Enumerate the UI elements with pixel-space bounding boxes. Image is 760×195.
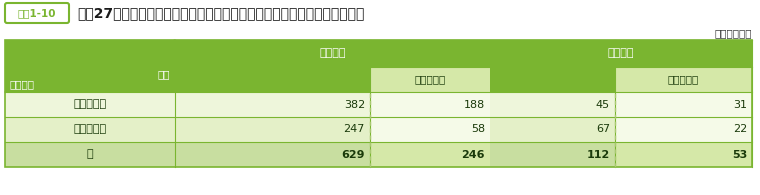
Text: 航空情報科: 航空情報科 (74, 99, 106, 110)
Text: 航空電子科: 航空電子科 (74, 124, 106, 135)
Text: 188: 188 (464, 99, 485, 110)
Text: 合格者数: 合格者数 (608, 49, 635, 58)
Text: 項目: 項目 (157, 69, 170, 80)
Bar (615, 67, 752, 92)
Text: 計: 計 (87, 150, 93, 160)
Bar (370, 142, 490, 167)
Bar (5, 67, 752, 92)
Bar (5, 40, 752, 167)
FancyBboxPatch shape (5, 3, 69, 23)
Text: 382: 382 (344, 99, 365, 110)
Text: 資料1-10: 資料1-10 (17, 8, 56, 18)
Text: 45: 45 (596, 99, 610, 110)
Text: 247: 247 (344, 124, 365, 135)
Bar (5, 92, 752, 117)
Bar (370, 92, 490, 117)
Text: 区分試験: 区分試験 (10, 80, 35, 90)
Text: 22: 22 (733, 124, 747, 135)
Text: 申込者数: 申込者数 (319, 49, 346, 58)
Text: うち女性数: うち女性数 (668, 74, 699, 84)
Text: （単位：人）: （単位：人） (714, 28, 752, 38)
Text: 58: 58 (471, 124, 485, 135)
Bar (370, 67, 490, 92)
Text: 53: 53 (732, 150, 747, 160)
Bar (370, 117, 490, 142)
Bar (5, 40, 752, 67)
Bar (5, 117, 752, 142)
Text: 629: 629 (341, 150, 365, 160)
Bar (5, 142, 752, 167)
Bar (615, 117, 752, 142)
Bar (615, 142, 752, 167)
Bar (615, 92, 752, 117)
Text: 112: 112 (587, 150, 610, 160)
Text: 平成27年度航空保安大学校学生採用試験の区分試験別申込者数・合格者数: 平成27年度航空保安大学校学生採用試験の区分試験別申込者数・合格者数 (77, 6, 364, 20)
Text: 31: 31 (733, 99, 747, 110)
Text: うち女性数: うち女性数 (414, 74, 445, 84)
Text: 246: 246 (461, 150, 485, 160)
Text: 67: 67 (596, 124, 610, 135)
